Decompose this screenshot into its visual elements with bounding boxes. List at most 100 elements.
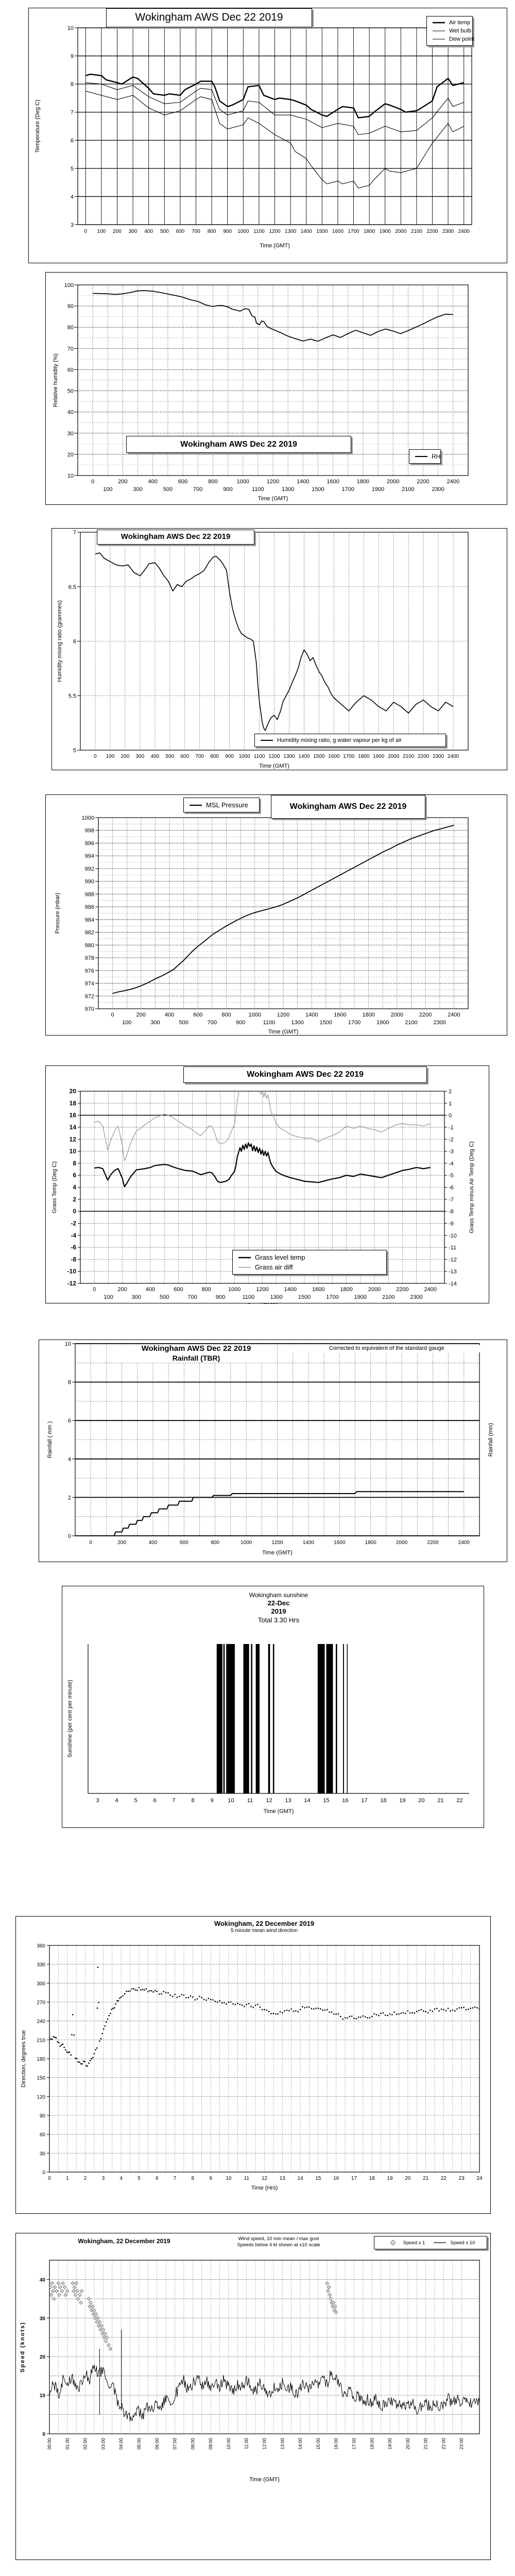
y2-tick-label: 2 xyxy=(449,1089,452,1095)
x-tick-label: 1800 xyxy=(358,754,370,759)
date-line: 22-Dec xyxy=(267,1599,290,1607)
y-tick-label: 300 xyxy=(37,1981,45,1987)
x-axis-title: Time (GMT) xyxy=(258,496,288,502)
x-tick-label: 13 xyxy=(285,1798,291,1804)
y-tick-label: 996 xyxy=(85,840,94,846)
x-tick-label: 10 xyxy=(226,2176,232,2181)
legend-item: Wet bulb xyxy=(428,27,471,35)
x-tick-label: 1 xyxy=(66,2176,69,2181)
y2-tick-label: -8 xyxy=(449,1209,454,1215)
y-tick-label: 8 xyxy=(71,81,74,88)
x-tick-label: 10:00 xyxy=(226,2438,231,2450)
x-tick-label: 900 xyxy=(236,1020,245,1026)
subtitle: Rainfall (TBR) xyxy=(172,1353,220,1362)
series-humidity-mixing-ratio xyxy=(95,552,454,731)
x-axis-title: Time (GMT) xyxy=(247,1302,278,1304)
temperature-chart-title-box: Wokingham AWS Dec 22 2019 xyxy=(106,8,312,27)
line-sample-icon xyxy=(433,39,445,40)
x-tick-label: 700 xyxy=(187,1294,197,1300)
x-tick-label: 10 xyxy=(228,1798,234,1804)
x-tick-label: 07:00 xyxy=(173,2438,178,2450)
x-tick-label: 05:00 xyxy=(136,2438,142,2450)
x-tick-label: 1700 xyxy=(348,229,359,234)
y-tick-label: 6.5 xyxy=(68,584,76,590)
x-tick-label: 18 xyxy=(380,1798,386,1804)
x-tick-label: 11:00 xyxy=(244,2438,249,2449)
humidity-mixing-ratio-chart-legend: Humidity mixing ratio, g water vapour pe… xyxy=(254,734,446,747)
y2-tick-label: -9 xyxy=(449,1221,454,1227)
x-tick-label: 0 xyxy=(91,479,94,485)
y-tick-label: 972 xyxy=(85,993,94,999)
x-tick-label: 1500 xyxy=(298,1294,311,1300)
x-tick-label: 1600 xyxy=(327,479,339,485)
x-tick-label: 1400 xyxy=(297,479,309,485)
x-tick-label: 20 xyxy=(405,2176,411,2181)
y-tick-label: 990 xyxy=(85,879,94,885)
x-tick-label: 12:00 xyxy=(262,2438,267,2450)
rainfall-chart: 0 2 4 6 8 10 0 200 400 600 800 1000 1200 1400 1600 1800… xyxy=(39,1340,507,1562)
x-tick-label: 200 xyxy=(121,754,130,759)
diamond-marker-icon xyxy=(389,2240,396,2246)
x-tick-label: 100 xyxy=(103,486,112,493)
legend-item: MSL Pressure xyxy=(185,800,258,810)
x-tick-label: 1300 xyxy=(291,1020,303,1026)
y-tick-label: 7 xyxy=(73,530,76,536)
y-tick-label: 40 xyxy=(67,410,74,416)
x-tick-label: 200 xyxy=(117,1286,127,1293)
y-axis-title: Relative humidity (%) xyxy=(53,353,59,407)
x-tick-label: 800 xyxy=(208,229,216,234)
x-tick-label: 1900 xyxy=(380,229,391,234)
x-tick-label: 9 xyxy=(210,1798,213,1804)
y2-tick-label: -13 xyxy=(449,1269,457,1275)
x-tick-label: 1200 xyxy=(269,229,281,234)
y-tick-label: 982 xyxy=(85,930,94,936)
y-tick-label: 80 xyxy=(67,325,74,331)
x-tick-label: 1200 xyxy=(268,754,280,759)
legend-item-label: Humidity mixing ratio, g water vapour pe… xyxy=(277,737,402,743)
wind-speed-chart-title-box: Wokingham, 22 December 2019 xyxy=(47,2238,201,2245)
x-tick-label: 2300 xyxy=(442,229,454,234)
x-tick-label: 2100 xyxy=(402,486,414,493)
x-tick-label: 22 xyxy=(441,2176,447,2181)
x-tick-label: 500 xyxy=(165,754,174,759)
x-tick-label: 1000 xyxy=(238,754,250,759)
y-tick-label: 10 xyxy=(40,2393,46,2399)
y-tick-label: 0 xyxy=(68,1533,71,1539)
x-tick-label: 600 xyxy=(178,479,187,485)
x-tick-label: 0 xyxy=(48,2176,51,2181)
x-tick-label: 8 xyxy=(191,1798,194,1804)
x-tick-label: 02:00 xyxy=(83,2438,88,2450)
y-axis-title: Rainfall ( mm ) xyxy=(47,1421,53,1459)
x-tick-label: 19 xyxy=(399,1798,405,1804)
y-axis-title: Rainfall (mm) xyxy=(488,1423,494,1456)
series-rainfall-tbr- xyxy=(91,1491,464,1536)
x-tick-label: 2100 xyxy=(382,1294,394,1300)
legend-item: Speed x 1 xyxy=(382,2239,430,2247)
x-tick-label: 1600 xyxy=(334,1540,346,1546)
y-tick-label: 10 xyxy=(67,473,74,479)
x-tick-label: 17 xyxy=(351,2176,357,2181)
y-tick-label: 20 xyxy=(67,452,74,458)
pressure-chart: 970 972 974 976 978 980 982 984 986 988 990 992 994 9… xyxy=(45,794,507,1036)
x-tick-label: 1500 xyxy=(316,229,328,234)
x-tick-label: 100 xyxy=(97,229,106,234)
x-tick-label: 16:00 xyxy=(334,2438,339,2450)
x-tick-label: 0 xyxy=(84,229,88,234)
y-tick-label: 984 xyxy=(85,917,94,923)
x-tick-label: 5 xyxy=(138,2176,141,2181)
y-tick-label: 360 xyxy=(37,1943,45,1949)
x-tick-label: 1300 xyxy=(282,486,294,493)
y-tick-label: 6 xyxy=(68,1418,71,1424)
y-axis-title: Grass Temp (Deg C) xyxy=(52,1161,58,1213)
y-tick-label: 6 xyxy=(73,639,76,645)
y-tick-label: 8 xyxy=(73,1160,76,1167)
x-tick-label: 1800 xyxy=(364,229,375,234)
y2-tick-label: -3 xyxy=(449,1149,454,1155)
x-tick-label: 1200 xyxy=(271,1540,283,1546)
x-tick-label: 900 xyxy=(223,229,232,234)
x-axis-title: Time (GMT) xyxy=(259,763,289,769)
x-tick-label: 11 xyxy=(244,2176,250,2181)
x-tick-label: 0 xyxy=(93,1286,96,1293)
x-tick-label: 400 xyxy=(165,1012,174,1018)
